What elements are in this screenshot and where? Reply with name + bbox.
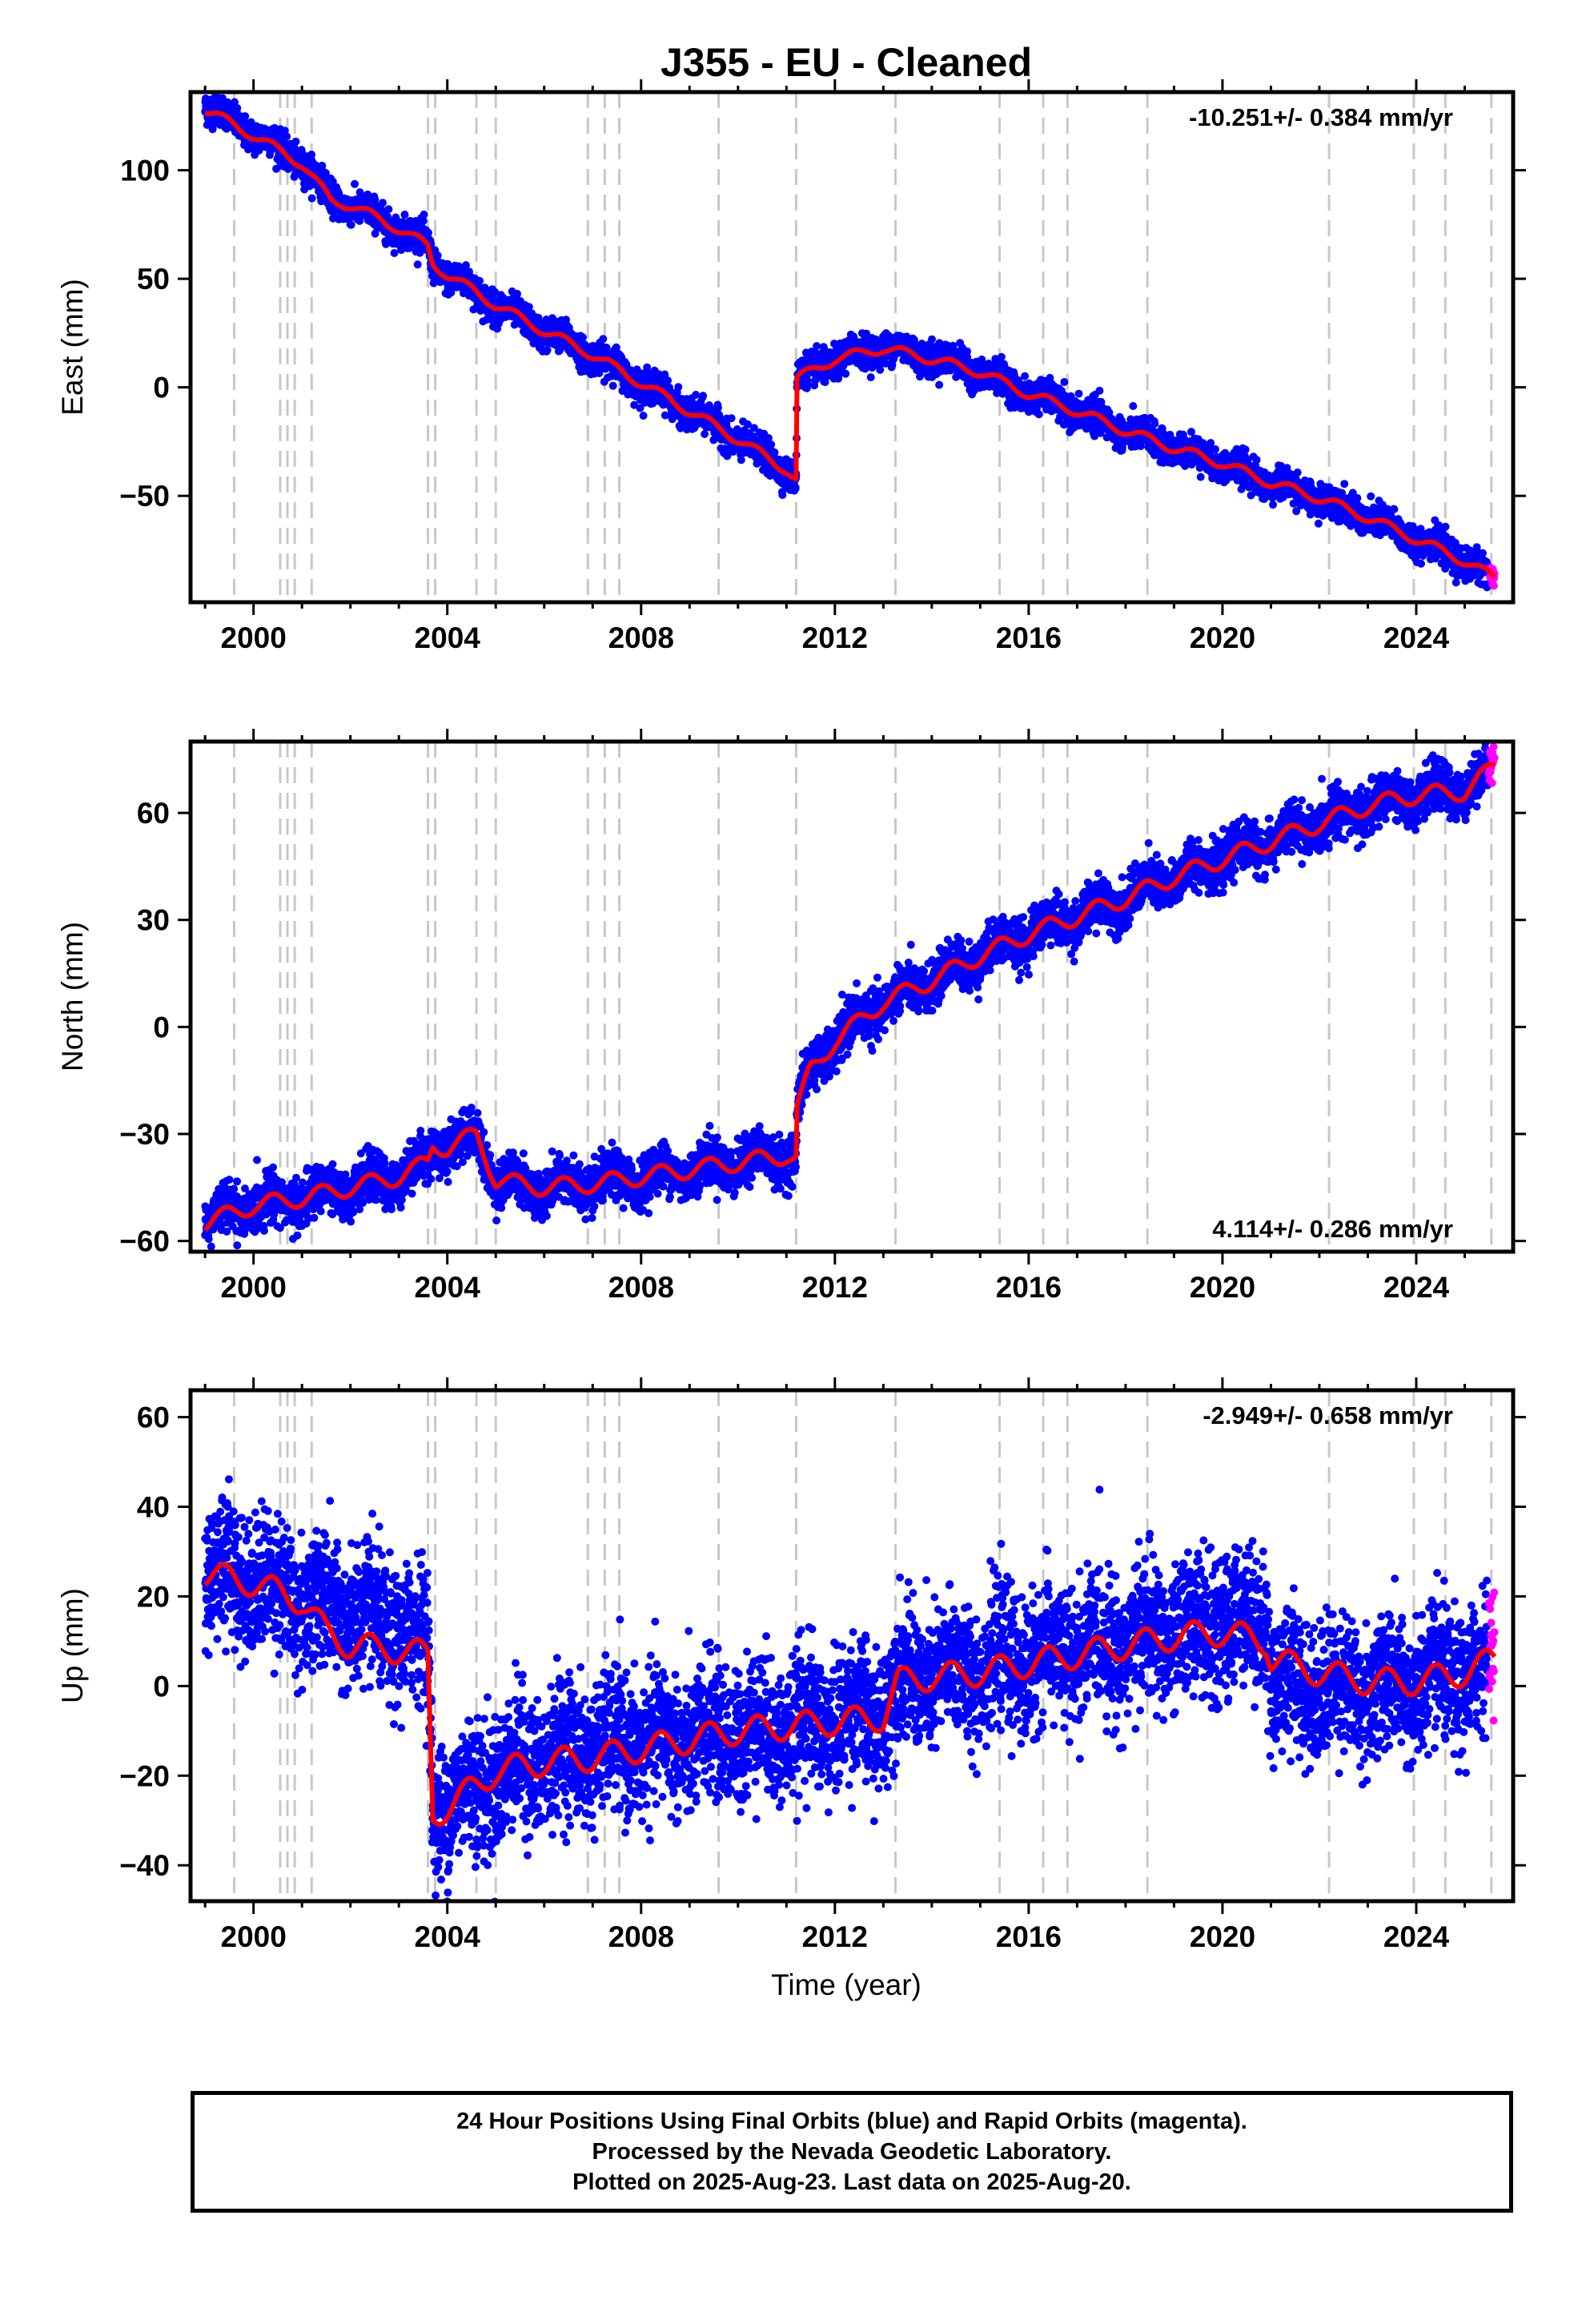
- final-orbit-point: [476, 276, 484, 285]
- final-orbit-point: [1095, 386, 1104, 395]
- final-orbit-point: [997, 352, 1006, 361]
- final-orbit-point: [272, 164, 281, 173]
- final-orbit-point: [599, 335, 608, 344]
- final-orbit-point: [510, 320, 519, 329]
- chart-title: J355 - EU - Cleaned: [661, 40, 1032, 85]
- final-orbit-point: [866, 373, 875, 382]
- final-orbit-point: [701, 430, 709, 438]
- final-orbit-point: [419, 216, 428, 225]
- panel-1: 2000 2004 2008 2012 2016 2020 2024−50050100Eas…: [56, 79, 1526, 654]
- final-orbit-point: [791, 485, 800, 493]
- final-orbit-point: [949, 341, 958, 350]
- final-orbit-point: [778, 491, 787, 500]
- final-orbit-point: [543, 346, 552, 355]
- final-orbit-point: [674, 383, 683, 392]
- final-orbit-point: [727, 414, 736, 423]
- final-orbit-point: [578, 333, 587, 342]
- final-orbit-point: [400, 211, 409, 219]
- final-orbit-point: [1196, 472, 1205, 481]
- final-orbit-point: [1074, 389, 1083, 398]
- final-orbit-point: [608, 381, 617, 390]
- final-orbit-point: [307, 194, 316, 203]
- final-orbit-point: [1150, 420, 1159, 428]
- final-orbit-point: [447, 288, 456, 297]
- final-orbit-point: [424, 228, 432, 237]
- final-orbit-point: [241, 112, 250, 121]
- final-orbit-point: [283, 132, 291, 141]
- final-orbit-point: [612, 343, 620, 352]
- data-points: [201, 92, 1499, 592]
- final-orbit-point: [1211, 445, 1219, 453]
- final-orbit-point: [390, 249, 399, 257]
- final-orbit-point: [462, 261, 470, 270]
- final-orbit-point: [524, 303, 533, 312]
- final-orbit-point: [307, 151, 316, 159]
- final-orbit-point: [1034, 410, 1043, 419]
- final-orbit-point: [664, 376, 673, 385]
- final-orbit-point: [379, 199, 387, 207]
- final-orbit-point: [351, 179, 359, 188]
- final-orbit-point: [433, 251, 442, 260]
- final-orbit-point: [347, 220, 355, 229]
- final-orbit-point: [770, 448, 779, 456]
- final-orbit-point: [1129, 402, 1138, 410]
- final-orbit-point: [713, 404, 722, 412]
- final-orbit-point: [595, 369, 604, 377]
- final-orbit-point: [1060, 378, 1069, 386]
- final-orbit-point: [291, 137, 300, 146]
- final-orbit-point: [935, 380, 944, 389]
- final-orbit-point: [420, 210, 428, 219]
- final-orbit-point: [413, 260, 422, 269]
- final-orbit-point: [841, 369, 850, 378]
- final-orbit-point: [1021, 372, 1030, 380]
- final-orbit-point: [384, 205, 393, 214]
- final-orbit-point: [639, 412, 648, 420]
- final-orbit-point: [813, 342, 821, 351]
- final-orbit-point: [491, 287, 500, 296]
- final-orbit-point: [371, 195, 379, 204]
- final-orbit-point: [737, 456, 745, 464]
- final-orbit-point: [513, 289, 521, 298]
- final-orbit-point: [231, 98, 239, 107]
- final-orbit-point: [321, 169, 330, 178]
- final-orbit-point: [699, 392, 708, 400]
- final-orbit-point: [928, 335, 936, 344]
- final-orbit-point: [233, 104, 242, 112]
